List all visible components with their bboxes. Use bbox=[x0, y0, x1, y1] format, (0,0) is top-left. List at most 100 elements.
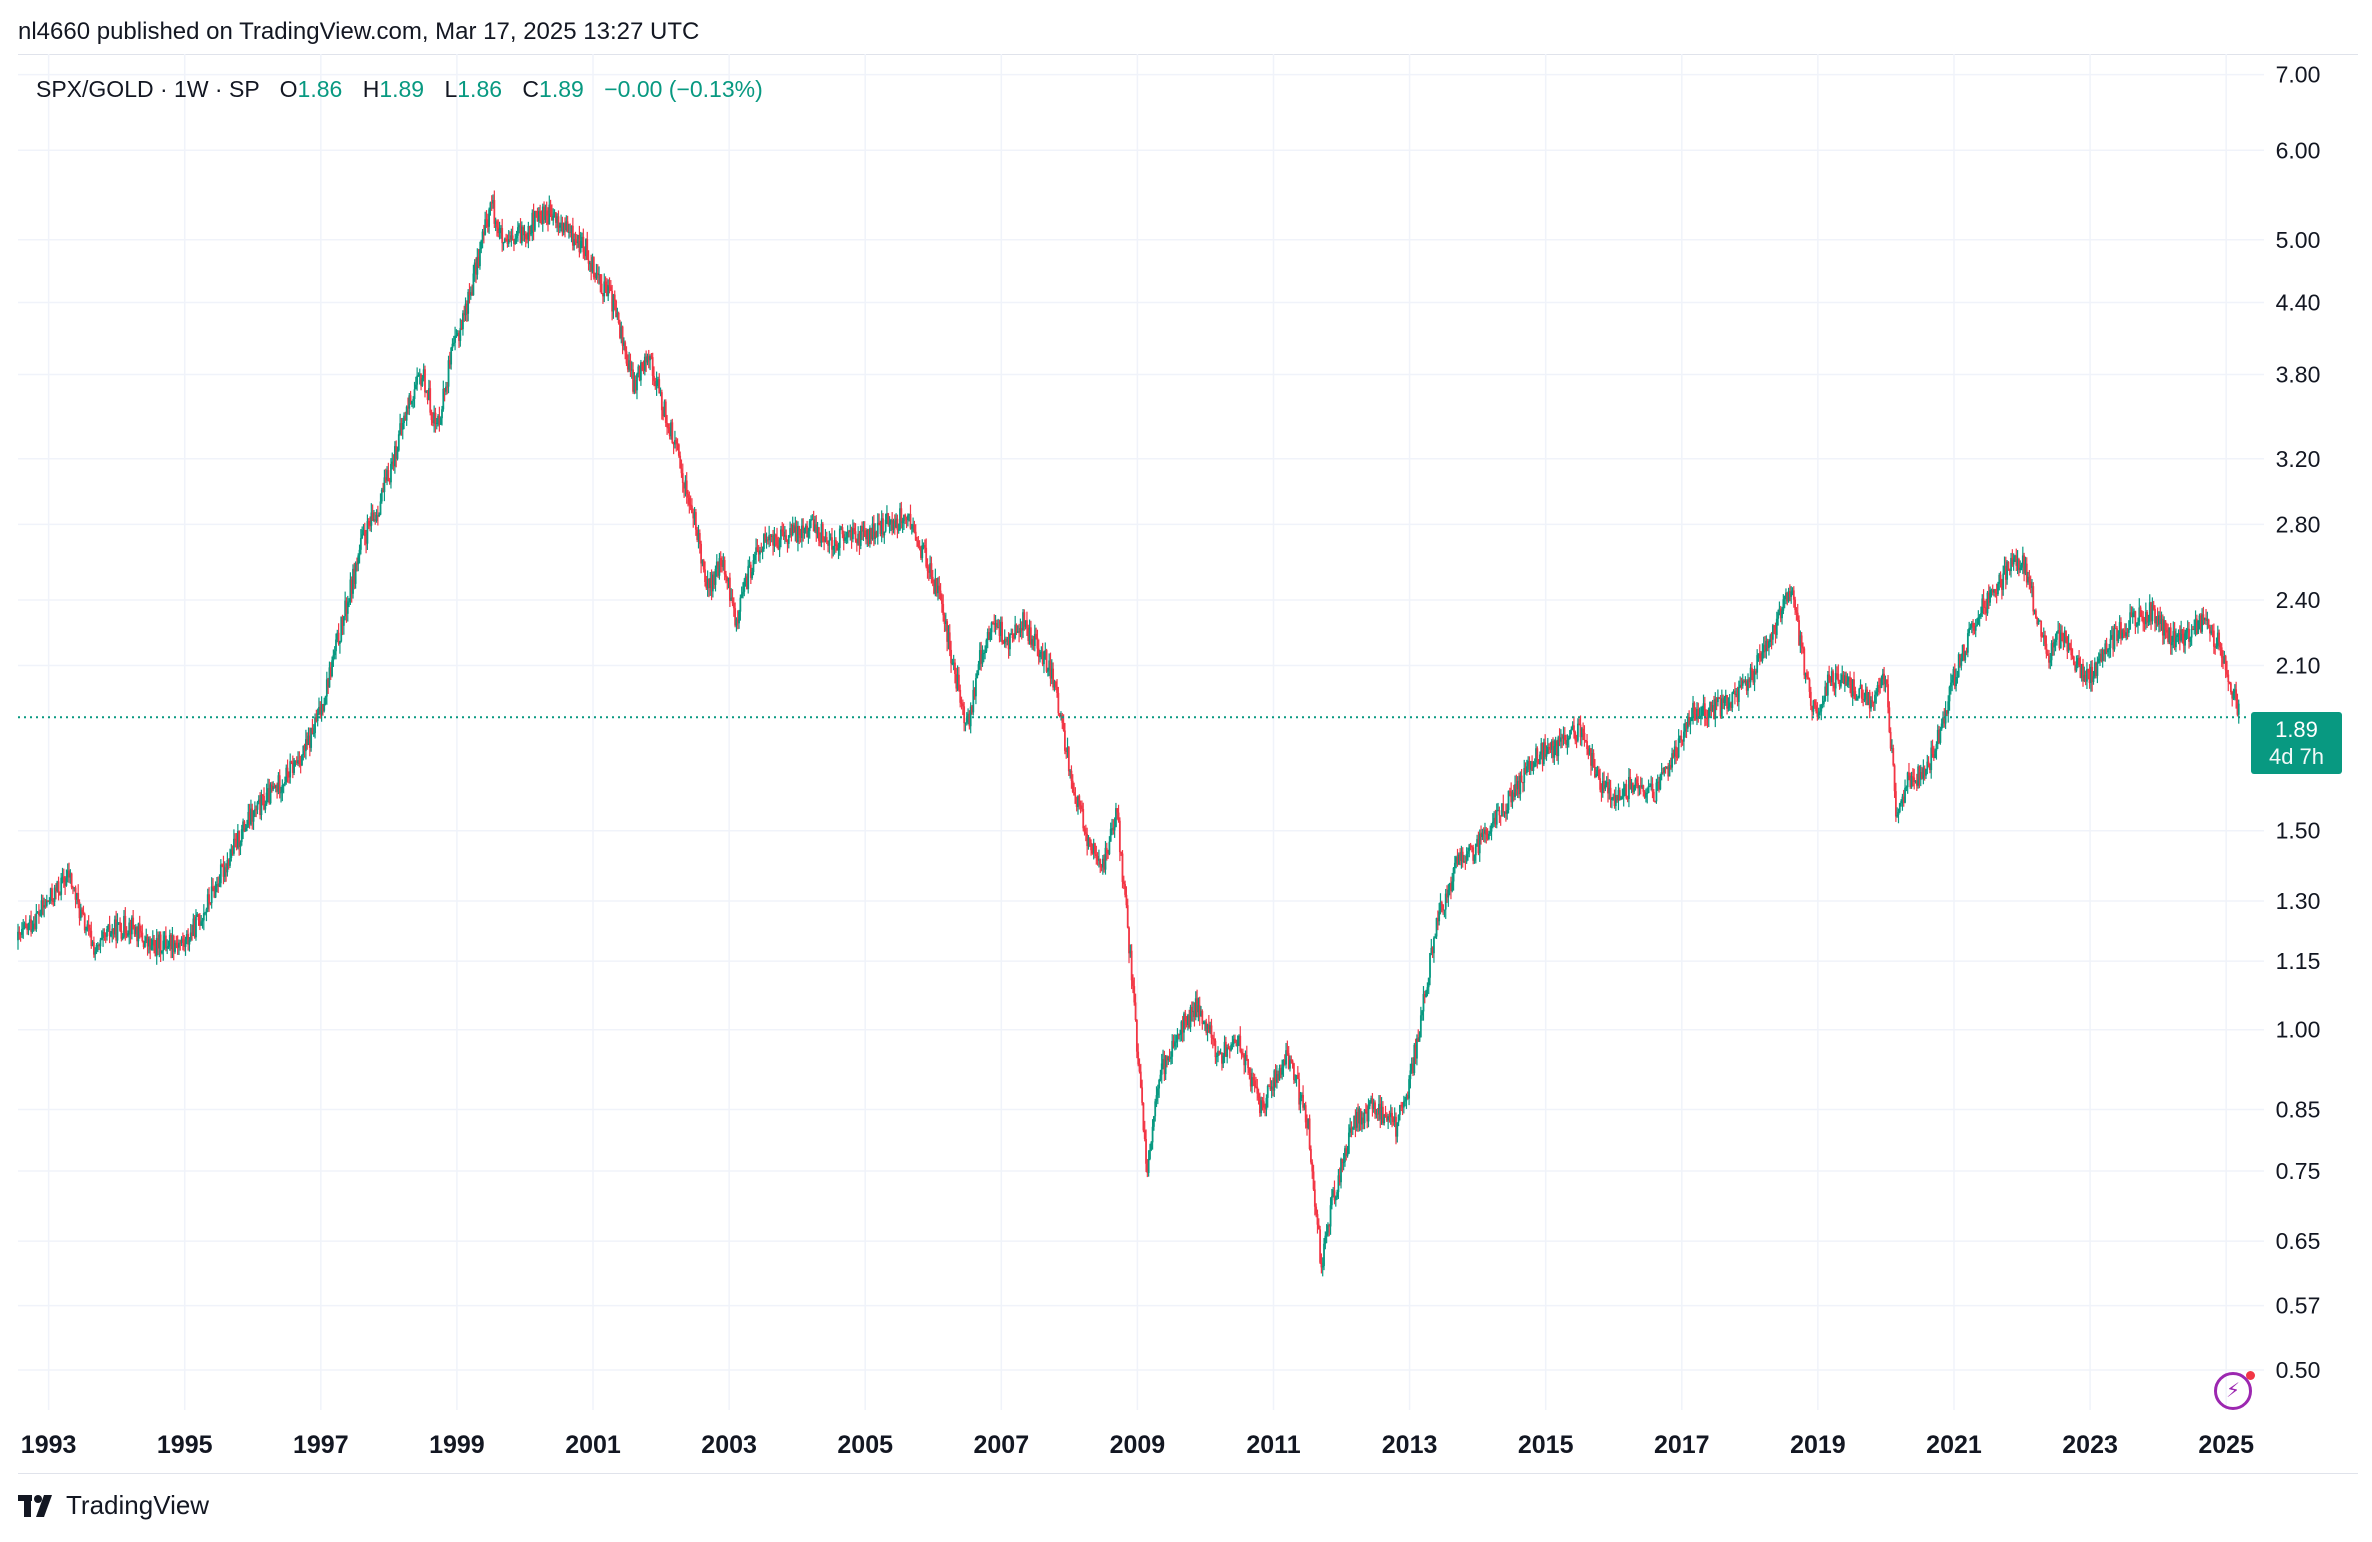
candle-body bbox=[1078, 795, 1081, 806]
candle bbox=[1370, 1095, 1373, 1104]
candle-body bbox=[1723, 697, 1726, 703]
candle-body bbox=[844, 537, 846, 541]
candle bbox=[284, 776, 286, 787]
candle-body bbox=[628, 360, 631, 370]
candle-body bbox=[672, 442, 675, 445]
candle bbox=[568, 223, 570, 239]
candle-body bbox=[1162, 1058, 1164, 1064]
candle bbox=[1910, 771, 1913, 789]
candle bbox=[1745, 679, 1748, 695]
candle bbox=[1279, 1064, 1282, 1079]
candle bbox=[1310, 1145, 1312, 1165]
candle-body bbox=[1579, 724, 1582, 738]
candle-body bbox=[1593, 767, 1596, 778]
candle-body bbox=[935, 578, 938, 594]
candle bbox=[1720, 689, 1723, 719]
candle-body bbox=[270, 784, 273, 790]
candle-body bbox=[1210, 1025, 1213, 1038]
candle bbox=[422, 363, 425, 382]
candle-body bbox=[1152, 1116, 1155, 1127]
candle bbox=[362, 524, 365, 536]
candle bbox=[956, 665, 959, 692]
candle-body bbox=[1918, 766, 1921, 780]
candle-body bbox=[1620, 797, 1622, 800]
candle-body bbox=[1404, 1100, 1407, 1102]
candle-body bbox=[1006, 640, 1009, 642]
candle-body bbox=[744, 576, 747, 582]
candle-body bbox=[1625, 784, 1628, 799]
candle-body bbox=[1391, 1112, 1393, 1118]
candle-body bbox=[952, 662, 955, 664]
candle bbox=[1834, 664, 1837, 698]
candle bbox=[44, 898, 47, 909]
candle-body bbox=[1295, 1074, 1298, 1080]
candle-body bbox=[1559, 737, 1562, 742]
candle bbox=[1116, 808, 1119, 820]
candle-body bbox=[400, 423, 403, 430]
candle bbox=[1799, 630, 1802, 653]
candle bbox=[2139, 605, 2142, 618]
candle-body bbox=[1019, 628, 1022, 633]
candle-body bbox=[31, 928, 34, 932]
candle bbox=[154, 939, 157, 957]
candle-body bbox=[1837, 673, 1840, 682]
candle bbox=[1830, 667, 1833, 686]
candle bbox=[437, 414, 439, 427]
candle-body bbox=[1651, 783, 1654, 792]
candle bbox=[564, 217, 566, 238]
candle bbox=[2165, 622, 2168, 639]
candle bbox=[622, 337, 625, 351]
candle bbox=[1947, 695, 1950, 723]
candle bbox=[908, 513, 911, 522]
candle bbox=[785, 529, 788, 543]
candle-body bbox=[831, 537, 833, 550]
candle-body bbox=[884, 519, 887, 532]
candle-body bbox=[138, 923, 141, 932]
candle bbox=[659, 387, 662, 397]
candle bbox=[2155, 615, 2158, 631]
candle-body bbox=[1410, 1063, 1413, 1071]
candle bbox=[2063, 626, 2066, 648]
candle-body bbox=[692, 513, 695, 519]
candle bbox=[738, 609, 740, 629]
candle-body bbox=[121, 936, 124, 939]
candle bbox=[1155, 1086, 1158, 1108]
candle bbox=[1223, 1035, 1226, 1064]
candle bbox=[672, 441, 675, 455]
candle-body bbox=[888, 522, 891, 525]
candle-body bbox=[1782, 599, 1785, 611]
candle bbox=[471, 284, 473, 296]
candle bbox=[1167, 1055, 1170, 1065]
candle-body bbox=[1876, 685, 1879, 693]
candle bbox=[206, 888, 209, 913]
candle bbox=[981, 645, 984, 667]
candle bbox=[2172, 621, 2175, 649]
candle-body bbox=[978, 650, 981, 665]
candle bbox=[934, 568, 937, 597]
candle-body bbox=[838, 528, 841, 548]
candle bbox=[1495, 803, 1498, 829]
candle bbox=[268, 778, 271, 805]
candle bbox=[810, 515, 812, 529]
candle-body bbox=[2150, 602, 2152, 622]
candle bbox=[379, 493, 382, 516]
candle-body bbox=[795, 526, 798, 543]
candle-body bbox=[1358, 1108, 1361, 1124]
candle bbox=[723, 556, 726, 581]
candle-body bbox=[27, 923, 30, 930]
candle-body bbox=[642, 369, 645, 371]
candle-body bbox=[1991, 589, 1994, 593]
candle-body bbox=[1338, 1175, 1341, 1183]
candle bbox=[1611, 797, 1613, 809]
candle-body bbox=[1796, 612, 1799, 621]
candle bbox=[1566, 734, 1569, 755]
candle bbox=[1646, 787, 1649, 804]
candle bbox=[1247, 1058, 1250, 1075]
candle bbox=[1966, 629, 1969, 658]
candle bbox=[1120, 851, 1123, 856]
candle bbox=[30, 910, 32, 937]
candle bbox=[1766, 638, 1769, 652]
candle bbox=[799, 528, 802, 543]
candle-body bbox=[1217, 1050, 1219, 1057]
